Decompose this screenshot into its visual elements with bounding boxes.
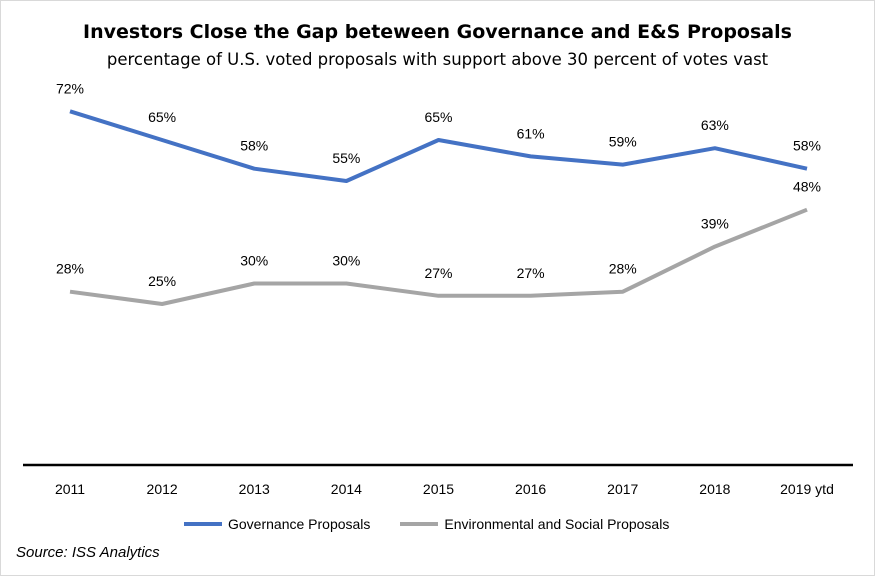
- data-label-0-2: 58%: [240, 138, 268, 154]
- data-label-1-2: 30%: [240, 253, 268, 269]
- data-label-1-3: 30%: [332, 253, 360, 269]
- chart-title: Investors Close the Gap beteween Governa…: [83, 21, 792, 43]
- data-label-1-8: 48%: [793, 179, 821, 195]
- data-label-1-6: 28%: [609, 261, 637, 277]
- x-tick-label-6: 2017: [607, 481, 638, 497]
- data-label-1-7: 39%: [701, 216, 729, 232]
- legend-item-governance: Governance Proposals: [184, 516, 370, 532]
- data-label-1-1: 25%: [148, 273, 176, 289]
- data-label-0-6: 59%: [609, 134, 637, 150]
- series-line-1: [69, 207, 808, 306]
- legend-label-es: Environmental and Social Proposals: [444, 516, 670, 532]
- data-label-1-4: 27%: [424, 265, 452, 281]
- x-tick-label-5: 2016: [515, 481, 546, 497]
- data-label-1-0: 28%: [56, 261, 84, 277]
- x-tick-label-8: 2019 ytd: [780, 481, 834, 497]
- legend-item-es: Environmental and Social Proposals: [400, 516, 669, 532]
- legend-label-governance: Governance Proposals: [228, 516, 371, 532]
- x-tick-labels: 2011 2012 2013 2014 2015 2016 2017 2018 2019 ytd: [55, 481, 834, 497]
- x-tick-label-4: 2015: [423, 481, 454, 497]
- data-label-0-8: 58%: [793, 138, 821, 154]
- chart-subtitle: percentage of U.S. voted proposals with …: [106, 50, 769, 69]
- x-tick-label-3: 2014: [331, 481, 362, 497]
- data-label-0-5: 61%: [517, 125, 545, 141]
- data-label-0-3: 55%: [332, 150, 360, 166]
- legend-swatch-es: [400, 522, 439, 526]
- x-tick-label-0: 2011: [55, 481, 85, 497]
- legend-swatch-governance: [184, 522, 222, 526]
- series-layer: [69, 109, 808, 306]
- data-label-1-5: 27%: [517, 265, 545, 281]
- data-labels: 72% 65% 58% 55% 65% 61% 59% 63% 58% 28% 25% 30% 30% 2…: [56, 80, 821, 289]
- x-tick-label-2: 2013: [239, 481, 270, 497]
- x-tick-label-1: 2012: [147, 481, 178, 497]
- legend: Governance Proposals Environmental and S…: [184, 516, 699, 532]
- source-note: Source: ISS Analytics: [16, 544, 160, 561]
- data-label-0-1: 65%: [148, 109, 176, 125]
- x-tick-label-7: 2018: [699, 481, 730, 497]
- data-label-0-7: 63%: [701, 117, 729, 133]
- data-label-0-4: 65%: [424, 109, 452, 125]
- data-label-0-0: 72%: [56, 80, 84, 96]
